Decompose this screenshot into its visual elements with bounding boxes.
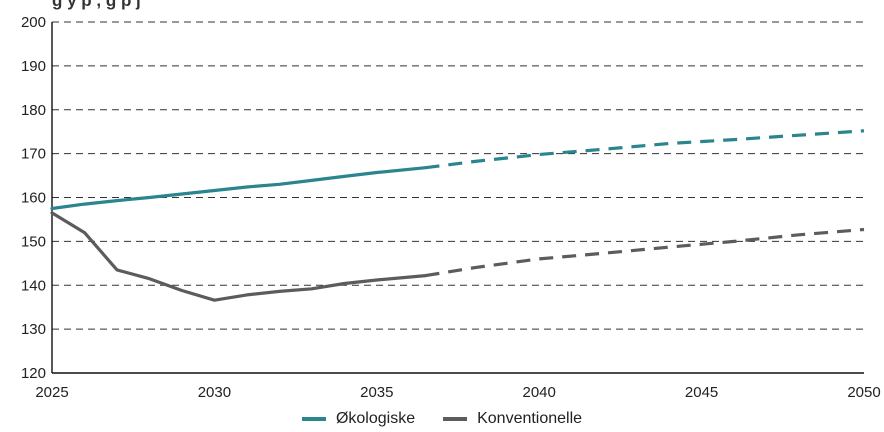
series-konventionelle-projection [425,227,865,278]
y-tick-labels: 120 130 140 150 160 170 180 190 200 [21,14,46,382]
legend-swatch-konventionelle [443,417,468,421]
x-tick-2030: 2030 [198,384,231,401]
chart-title-cut: g y p , g p j [52,0,141,10]
legend-item-okologiske: Økologiske [301,410,416,428]
y-tick-170: 170 [21,146,46,163]
x-tick-2035: 2035 [360,384,393,401]
y-tick-130: 130 [21,321,46,338]
y-tick-190: 190 [21,58,46,75]
y-tick-120: 120 [21,365,46,382]
series-okologiske-solid [50,166,428,211]
legend-swatch-okologiske [301,417,326,421]
y-tick-160: 160 [21,190,46,207]
legend-label-okologiske: Økologiske [335,410,416,427]
axes [51,22,864,374]
y-tick-140: 140 [21,277,46,294]
series-okologiske-projection [425,129,865,170]
y-tick-150: 150 [21,233,46,250]
legend-label-konventionelle: Konventionelle [477,410,583,427]
series-konventionelle-solid [50,211,428,302]
gridlines [52,21,864,330]
y-tick-180: 180 [21,102,46,119]
legend-item-konventionelle: Konventionelle [443,410,582,428]
x-tick-2050: 2050 [847,384,880,401]
y-tick-200: 200 [21,14,46,31]
x-tick-2025: 2025 [35,384,68,401]
x-tick-2040: 2040 [523,384,556,401]
series-group [50,129,865,302]
x-tick-2045: 2045 [685,384,718,401]
legend: Økologiske Konventionelle [0,410,884,428]
x-tick-labels: 2025 2030 2035 2040 2045 2050 [35,384,880,401]
